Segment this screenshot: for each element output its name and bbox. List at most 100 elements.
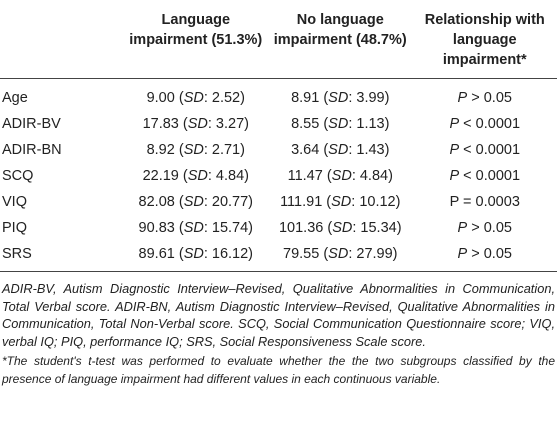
cell-text: > 0.05 [467, 246, 512, 262]
cell-text: 90.83 ( [138, 220, 184, 236]
table-row: ADIR-BV 17.83 (SD: 3.27) 8.55 (SD: 1.13) P … [0, 111, 557, 137]
cell-text: : 16.12) [203, 246, 254, 262]
cell: P > 0.05 [413, 79, 557, 112]
cell-text: < 0.0001 [459, 116, 521, 132]
cell-text: : 15.34) [352, 220, 402, 236]
cell-text: : 2.71) [203, 142, 245, 158]
cell: 79.55 (SD: 27.99) [268, 241, 413, 272]
cell-text: : 1.43) [348, 142, 390, 158]
cell-italic: SD [332, 220, 353, 236]
cell: P > 0.05 [412, 241, 557, 272]
cell-italic: P [457, 90, 468, 106]
cell-italic: SD [183, 90, 204, 106]
cell: 17.83 (SD: 3.27) [124, 111, 268, 137]
cell: 89.61 (SD: 16.12) [123, 241, 269, 272]
cell: P > 0.05 [413, 215, 557, 241]
row-label: SCQ [2, 168, 34, 184]
cell: 3.64 (SD: 1.43) [268, 137, 412, 163]
cell-italic: SD [183, 142, 204, 158]
cell: P < 0.0001 [413, 137, 557, 163]
table-row: VIQ 82.08 (SD: 20.77) 111.91 (SD: 10.12) P … [0, 189, 557, 215]
cell-italic: SD [331, 168, 352, 184]
cell-text: 22.19 ( [142, 168, 188, 184]
note: ADIR-BV, Autism Diagnostic Interview–Rev… [2, 281, 555, 349]
cell-text: 79.55 ( [283, 246, 329, 262]
header-cell [0, 0, 124, 79]
table-row: Age 9.00 (SD: 2.52) 8.91 (SD: 3.99) P > 0.0… [0, 79, 557, 112]
cell-italic: SD [187, 168, 208, 184]
footnote: *The student's t-test was performed to e… [2, 354, 555, 386]
cell: 111.91 (SD: 10.12) [268, 189, 412, 215]
cell: P < 0.0001 [413, 111, 557, 137]
cell-italic: P [457, 246, 468, 262]
header-cell: Language impairment (51.3%) [123, 0, 269, 79]
header-cell: Relationship with language impairment* [412, 0, 557, 79]
cell-text: : 3.27) [207, 116, 249, 132]
cell-text: < 0.0001 [459, 142, 521, 158]
cell-text: : 10.12) [351, 194, 401, 210]
cell-italic: P [457, 220, 468, 236]
row-label: ADIR-BN [2, 142, 62, 158]
cell-italic: SD [183, 220, 204, 236]
cell-italic: SD [187, 116, 208, 132]
header-cell: No language impairment (48.7%) [268, 0, 413, 79]
header-row: Language impairment (51.3%) No language … [0, 0, 557, 79]
cell-text: 8.55 ( [291, 116, 329, 132]
cell-text: : 15.74) [203, 220, 254, 236]
cell-text: : 27.99) [348, 246, 398, 262]
cell: 82.08 (SD: 20.77) [124, 189, 268, 215]
cell: 11.47 (SD: 4.84) [268, 163, 412, 189]
cell-text: 111.91 ( [280, 194, 332, 210]
table-row: SCQ 22.19 (SD: 4.84) 11.47 (SD: 4.84) P < 0… [0, 163, 557, 189]
table-row: SRS 89.61 (SD: 16.12) 79.55 (SD: 27.99) P >… [0, 241, 557, 272]
cell-text: : 3.99) [348, 90, 390, 106]
cell: 101.36 (SD: 15.34) [268, 215, 412, 241]
row-label: ADIR-BV [2, 116, 61, 132]
table-row: ADIR-BN 8.92 (SD: 2.71) 3.64 (SD: 1.43) P <… [0, 137, 557, 163]
cell-italic: P [449, 142, 460, 158]
cell-italic: P [449, 168, 460, 184]
cell-text: 9.00 ( [146, 90, 184, 106]
cell-italic: SD [328, 90, 349, 106]
cell: 90.83 (SD: 15.74) [124, 215, 268, 241]
cell-text: P = 0.0003 [449, 194, 520, 210]
cell-text: 11.47 ( [287, 168, 332, 184]
cell-italic: SD [183, 194, 204, 210]
data-table: Language impairment (51.3%) No language … [0, 0, 557, 272]
row-label: VIQ [2, 194, 27, 210]
cell-italic: SD [331, 194, 352, 210]
notes: ADIR-BV, Autism Diagnostic Interview–Rev… [0, 272, 557, 388]
cell-text: 101.36 ( [278, 220, 333, 236]
cell-text: : 20.77) [203, 194, 254, 210]
cell-text: : 4.84) [351, 168, 393, 184]
cell-text: 3.64 ( [291, 142, 329, 158]
cell-text: 82.08 ( [138, 194, 184, 210]
table-body: Age 9.00 (SD: 2.52) 8.91 (SD: 3.99) P > 0.0… [0, 79, 557, 272]
cell: 8.55 (SD: 1.13) [268, 111, 412, 137]
cell: 22.19 (SD: 4.84) [124, 163, 268, 189]
cell: P < 0.0001 [413, 163, 557, 189]
cell-text: > 0.05 [467, 220, 512, 236]
cell-text: : 1.13) [348, 116, 390, 132]
row-label: Age [2, 90, 28, 106]
row-label: SRS [0, 241, 124, 272]
cell-italic: P [449, 116, 460, 132]
cell-text: : 2.52) [203, 90, 245, 106]
cell-italic: SD [183, 246, 204, 262]
cell-text: : 4.84) [207, 168, 249, 184]
cell-text: < 0.0001 [459, 168, 521, 184]
cell-italic: SD [328, 246, 349, 262]
cell-italic: SD [328, 142, 349, 158]
cell: 8.91 (SD: 3.99) [268, 79, 412, 112]
cell-text: > 0.05 [467, 90, 512, 106]
row-label: PIQ [2, 220, 27, 236]
cell-text: 17.83 ( [142, 116, 188, 132]
table-row: PIQ 90.83 (SD: 15.74) 101.36 (SD: 15.34) P … [0, 215, 557, 241]
cell: P = 0.0003 [413, 189, 557, 215]
cell: 9.00 (SD: 2.52) [124, 79, 268, 112]
cell: 8.92 (SD: 2.71) [124, 137, 268, 163]
cell-text: 89.61 ( [138, 246, 184, 262]
cell-text: 8.92 ( [146, 142, 184, 158]
cell-text: 8.91 ( [291, 90, 329, 106]
